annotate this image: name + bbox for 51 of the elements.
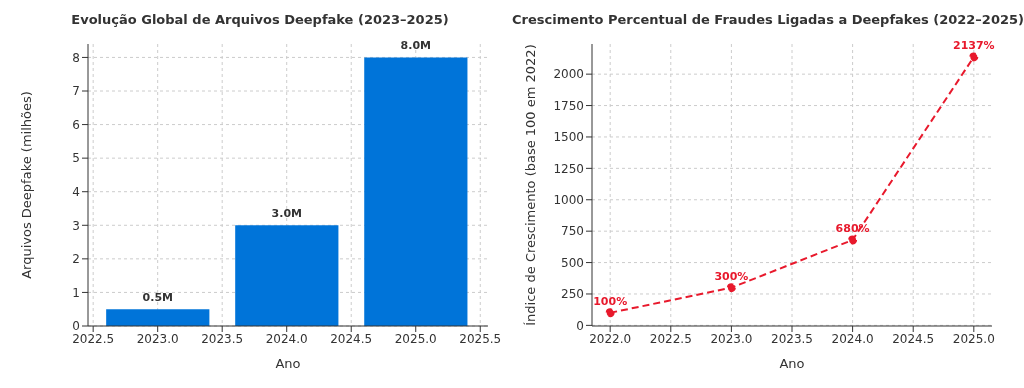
y-tick-label: 500 [561, 255, 584, 270]
y-tick-label: 2 [72, 252, 80, 267]
chart-title: Evolução Global de Arquivos Deepfake (2023–2025) [70, 12, 450, 27]
point [605, 308, 615, 318]
y-tick-label: 6 [72, 117, 80, 132]
y-tick-label: 8 [72, 50, 80, 65]
y-axis-title: Arquivos Deepfake (milhões) [18, 91, 34, 279]
data-label: 100% [593, 294, 628, 308]
y-tick-label: 5 [72, 151, 80, 166]
x-tick-label: 2024.5 [330, 331, 373, 346]
x-tick-label: 2022.0 [589, 331, 632, 346]
x-tick-label: 2025.5 [459, 331, 502, 346]
y-axis-title: Índice de Crescimento (base 100 em 2022) [522, 44, 538, 326]
y-tick-label: 250 [561, 287, 584, 302]
y-tick-label: 1500 [553, 130, 584, 145]
x-tick-label: 2023.0 [136, 331, 179, 346]
x-tick-label: 2022.5 [649, 331, 692, 346]
x-tick-label: 2025.0 [952, 331, 995, 346]
x-tick-label: 2023.5 [201, 331, 244, 346]
x-tick-label: 2024.0 [831, 331, 874, 346]
x-axis-title: Ano [275, 356, 301, 371]
x-tick-label: 2023.5 [771, 331, 813, 346]
point [848, 235, 858, 245]
chart-title: Crescimento Percentual de Fraudes Ligadas a Deepfakes (2022–2025) [512, 12, 1024, 27]
point [726, 283, 736, 293]
y-tick-label: 1 [72, 285, 80, 300]
x-tick-label: 2023.0 [710, 331, 753, 346]
data-label: 3.0M [271, 207, 303, 221]
y-tick-label: 1750 [553, 98, 584, 113]
x-tick-label: 2024.0 [265, 331, 308, 346]
y-tick-label: 4 [72, 184, 80, 199]
point [969, 52, 979, 62]
data-label: 0.5M [142, 291, 173, 305]
bar [235, 225, 339, 326]
data-label: 2137% [953, 38, 995, 52]
bar [364, 57, 468, 326]
y-tick-label: 1000 [553, 193, 584, 208]
x-tick-label: 2024.5 [892, 331, 935, 346]
y-tick-label: 7 [72, 84, 80, 99]
y-tick-label: 0 [72, 319, 80, 334]
x-tick-label: 2025.0 [394, 331, 437, 346]
y-tick-label: 1250 [553, 161, 584, 176]
bar [106, 309, 210, 326]
y-tick-label: 3 [72, 218, 80, 233]
y-tick-label: 2000 [553, 67, 584, 82]
data-label: 300% [714, 269, 749, 283]
data-label: 8.0M [400, 39, 432, 53]
x-tick-label: 2022.5 [72, 331, 115, 346]
y-tick-label: 0 [576, 318, 584, 333]
x-axis-title: Ano [779, 356, 805, 371]
y-tick-label: 750 [561, 224, 584, 239]
